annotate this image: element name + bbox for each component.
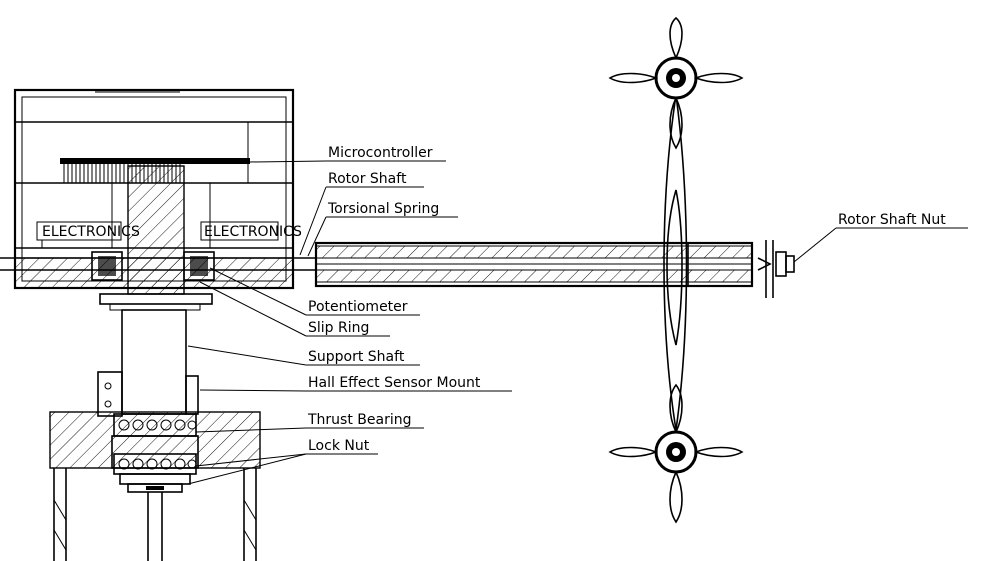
rotor-shaft-label: Rotor Shaft	[328, 171, 407, 187]
rotor-blades	[608, 16, 744, 524]
thrust-bearing-label: Thrust Bearing	[307, 412, 412, 428]
support-shaft-label: Support Shaft	[308, 349, 405, 365]
rotor-shaft-housing	[0, 257, 316, 271]
potentiometer-label: Potentiometer	[308, 299, 408, 315]
slip-ring-label: Slip Ring	[308, 320, 369, 336]
leader-lines	[187, 160, 968, 485]
support-shaft-assembly	[49, 293, 261, 561]
electronics-label-left: ELECTRONICS	[42, 224, 140, 240]
hall-effect-sensor-mount-label: Hall Effect Sensor Mount	[308, 375, 481, 391]
microcontroller-label: Microcontroller	[328, 145, 433, 161]
torsional-spring-label: Torsional Spring	[327, 201, 439, 217]
electronics-label-right: ELECTRONICS	[204, 224, 302, 240]
rotor-shaft-tube	[314, 240, 795, 298]
rotor-shaft-nut-label: Rotor Shaft Nut	[838, 212, 946, 228]
lock-nut-label: Lock Nut	[308, 438, 370, 454]
potentiometer-pocket	[91, 251, 215, 281]
